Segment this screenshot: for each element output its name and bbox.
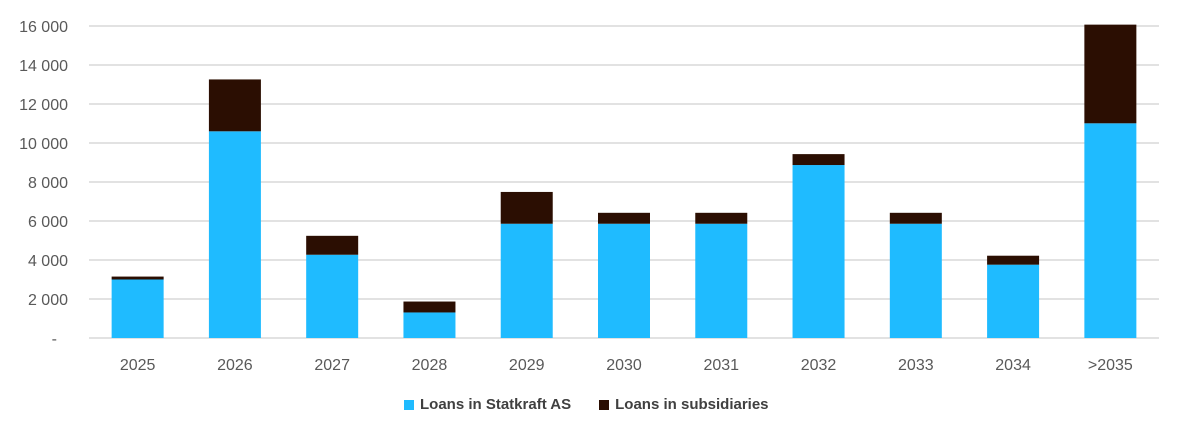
bar-statkraft [403, 312, 456, 338]
x-tick-label: 2033 [898, 357, 934, 374]
legend-label-subsidiaries: Loans in subsidiaries [615, 396, 769, 413]
bar-subsidiaries [111, 276, 164, 280]
bar-subsidiaries [889, 212, 942, 224]
bar-statkraft [889, 223, 942, 338]
bar-statkraft [987, 264, 1040, 338]
bar-subsidiaries [792, 154, 845, 166]
bar-subsidiaries [695, 212, 748, 224]
legend-item-subsidiaries: Loans in subsidiaries [599, 396, 769, 413]
bar-statkraft [695, 223, 748, 338]
y-tick-label: 8 000 [28, 175, 68, 192]
x-tick-label: 2034 [995, 357, 1031, 374]
bar-subsidiaries [306, 235, 359, 255]
y-tick-label: 2 000 [28, 292, 68, 309]
x-tick-label: 2027 [314, 357, 350, 374]
bar-statkraft [306, 254, 359, 338]
bar-subsidiaries [403, 301, 456, 313]
x-tick-label: 2025 [120, 357, 156, 374]
x-tick-label: 2026 [217, 357, 253, 374]
bar-subsidiaries [500, 191, 553, 224]
x-tick-label: 2032 [801, 357, 837, 374]
y-tick-label: 10 000 [19, 136, 68, 153]
legend-swatch-statkraft [404, 399, 414, 410]
bar-subsidiaries [208, 79, 261, 132]
y-tick-label: 4 000 [28, 253, 68, 270]
bar-statkraft [500, 223, 553, 338]
bar-statkraft [208, 131, 261, 338]
y-tick-label: - [52, 331, 57, 348]
legend-swatch-subsidiaries [599, 399, 610, 410]
bar-statkraft [792, 165, 845, 338]
x-tick-label: 2031 [703, 357, 739, 374]
bar-subsidiaries [987, 255, 1040, 265]
legend-label-statkraft: Loans in Statkraft AS [420, 396, 572, 413]
y-tick-label: 16 000 [19, 19, 68, 36]
y-tick-label: 6 000 [28, 214, 68, 231]
y-tick-label: 14 000 [19, 58, 68, 75]
bar-statkraft [1084, 123, 1137, 339]
bar-statkraft [598, 223, 650, 338]
legend-item-statkraft: Loans in Statkraft AS [404, 396, 571, 413]
bar-subsidiaries [598, 212, 650, 224]
legend: Loans in Statkraft AS Loans in subsidiar… [404, 396, 797, 413]
bar-subsidiaries [1084, 24, 1137, 124]
x-tick-label: 2028 [412, 357, 448, 374]
y-tick-label: 12 000 [19, 97, 68, 114]
x-tick-label: >2035 [1088, 357, 1133, 374]
x-tick-label: 2030 [606, 357, 642, 374]
bar-statkraft [111, 279, 164, 338]
x-tick-label: 2029 [509, 357, 545, 374]
